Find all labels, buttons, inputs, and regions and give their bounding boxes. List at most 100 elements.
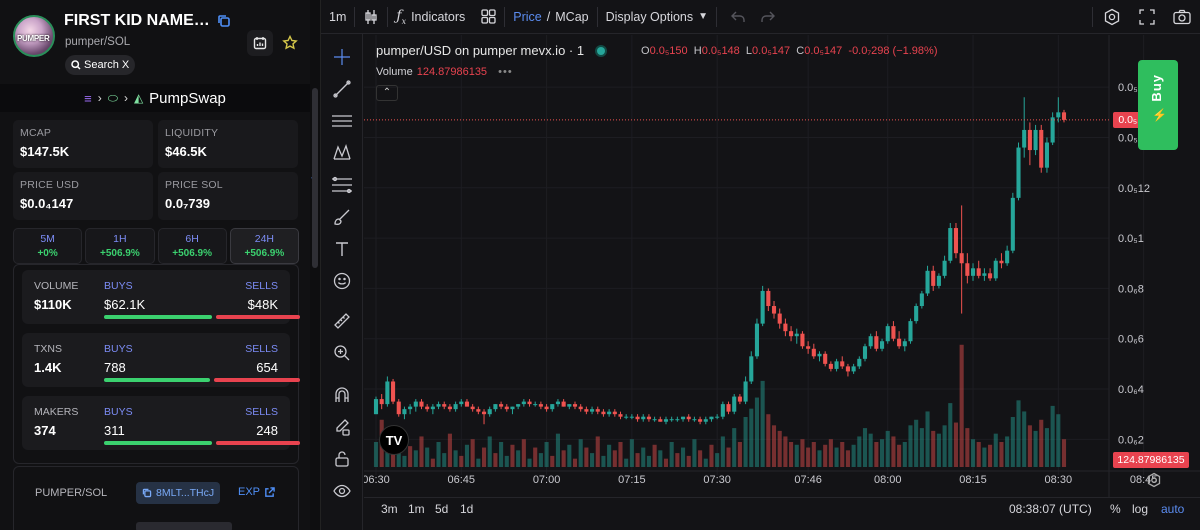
sell-ratio-bar bbox=[216, 441, 300, 445]
volume-bar bbox=[561, 450, 566, 467]
pattern-tool[interactable] bbox=[331, 142, 353, 164]
axis-settings-icon[interactable] bbox=[1146, 472, 1162, 488]
percent-toggle[interactable]: % bbox=[1110, 502, 1121, 516]
more-icon[interactable]: ••• bbox=[498, 66, 513, 78]
crosshair-icon bbox=[334, 49, 350, 65]
draw-lock-tool[interactable] bbox=[331, 416, 353, 438]
settings-button[interactable] bbox=[1093, 0, 1131, 34]
pair-address-button[interactable]: 8MLT...THcJ bbox=[136, 482, 221, 504]
lock-tool[interactable] bbox=[331, 448, 353, 470]
trendline-icon bbox=[333, 80, 351, 98]
range-3m[interactable]: 3m bbox=[381, 502, 398, 516]
volume-bar bbox=[595, 436, 600, 467]
redo-button[interactable] bbox=[753, 0, 783, 34]
tab-1h[interactable]: 1H +506.9% bbox=[85, 228, 155, 264]
range-1m[interactable]: 1m bbox=[408, 502, 425, 516]
log-toggle[interactable]: log bbox=[1132, 502, 1149, 516]
calendar-chart-icon bbox=[253, 37, 267, 50]
undo-button[interactable] bbox=[717, 0, 753, 34]
price-mcap-toggle[interactable]: Price / MCap bbox=[513, 9, 589, 24]
caret-down-icon: ▼ bbox=[698, 11, 709, 22]
text-tool[interactable] bbox=[331, 238, 353, 260]
price-chart[interactable]: 06:30 06:45 07:00 07:15 07:30 07:46 08:00 08:15… bbox=[364, 35, 1200, 530]
candle-body bbox=[527, 401, 532, 405]
y-tick-label: 0.0₅1 bbox=[1118, 233, 1144, 245]
volume-bar bbox=[1027, 425, 1032, 467]
volume-bar bbox=[902, 442, 907, 467]
favorite-button[interactable] bbox=[277, 30, 303, 56]
auto-toggle[interactable]: auto bbox=[1161, 502, 1185, 516]
magnet-tool[interactable] bbox=[331, 384, 353, 406]
volume-bar bbox=[453, 450, 458, 467]
sidebar-scrollbar[interactable] bbox=[312, 88, 318, 268]
sell-ratio-bar bbox=[214, 378, 300, 382]
volume-bar bbox=[857, 436, 862, 467]
candle-body bbox=[692, 419, 697, 421]
brush-tool[interactable] bbox=[331, 206, 353, 228]
candle-body bbox=[817, 353, 822, 357]
tab-24h[interactable]: 24H +506.9% bbox=[229, 228, 299, 264]
mcap-value: $147.5K bbox=[20, 144, 70, 159]
ruler-tool[interactable] bbox=[331, 310, 353, 332]
price-sol-value: 0.0₇739 bbox=[165, 196, 210, 211]
interval-button[interactable]: 1m bbox=[329, 9, 347, 24]
screenshot-button[interactable] bbox=[1163, 0, 1200, 34]
smiley-icon bbox=[333, 272, 351, 290]
candle-body bbox=[396, 401, 401, 415]
volume-bar bbox=[760, 380, 765, 467]
range-5d[interactable]: 5d bbox=[435, 502, 449, 516]
candle-type-button[interactable] bbox=[355, 0, 387, 34]
candle-body bbox=[806, 346, 811, 349]
x-tick-label: 08:00 bbox=[874, 474, 902, 486]
fib-tool[interactable] bbox=[331, 174, 353, 196]
candle-body bbox=[607, 411, 612, 415]
fullscreen-button[interactable] bbox=[1131, 0, 1163, 34]
copy-icon[interactable] bbox=[217, 14, 231, 28]
candle-body bbox=[629, 416, 634, 418]
volume-bar bbox=[823, 444, 828, 467]
trendline-tool[interactable] bbox=[331, 78, 353, 100]
volume-bar bbox=[698, 450, 703, 467]
zoom-tool[interactable] bbox=[331, 342, 353, 364]
volume-bar bbox=[436, 442, 441, 467]
chart-panel: 1m ƒx Indicators Price / MCap Display Op… bbox=[320, 0, 1200, 530]
emoji-tool[interactable] bbox=[331, 270, 353, 292]
live-dot-icon bbox=[597, 46, 606, 55]
tab-6h[interactable]: 6H +506.9% bbox=[157, 228, 227, 264]
tab-5m[interactable]: 5M +0% bbox=[13, 228, 83, 264]
sells-label: SELLS bbox=[245, 406, 278, 418]
search-x-button[interactable]: Search X bbox=[65, 55, 136, 75]
candle-body bbox=[646, 416, 651, 420]
candle-body bbox=[555, 401, 560, 405]
volume-bar bbox=[391, 453, 396, 467]
legend-collapse-button[interactable]: ⌃ bbox=[376, 85, 398, 101]
hline-tool[interactable] bbox=[331, 110, 353, 132]
chart-toggle-button[interactable] bbox=[247, 30, 273, 56]
volume-bar bbox=[874, 442, 879, 467]
chart-canvas[interactable]: 06:30 06:45 07:00 07:15 07:30 07:46 08:00 08:15… bbox=[364, 35, 1200, 530]
crosshair-tool[interactable] bbox=[331, 46, 353, 68]
volume-bar bbox=[413, 450, 418, 467]
candle-body bbox=[959, 253, 964, 264]
candle-body bbox=[880, 341, 885, 349]
indicators-button[interactable]: ƒx Indicators bbox=[396, 7, 466, 26]
utc-clock[interactable]: 08:38:07 (UTC) bbox=[1009, 502, 1092, 516]
price-option[interactable]: Price bbox=[513, 9, 542, 24]
layouts-button[interactable] bbox=[473, 0, 504, 34]
volume-bar bbox=[402, 455, 407, 467]
volume-bar bbox=[953, 422, 959, 467]
candle-body bbox=[908, 321, 913, 342]
display-options-dropdown[interactable]: Display Options ▼ bbox=[605, 9, 709, 24]
visibility-tool[interactable] bbox=[331, 480, 353, 502]
metric-txns: TXNS 1.4K BUYS 788 SELLS 654 bbox=[22, 333, 300, 387]
volume-bar bbox=[430, 458, 435, 467]
explorer-link[interactable]: EXP bbox=[238, 486, 275, 498]
buy-button[interactable]: Buy ⚡ bbox=[1138, 60, 1178, 150]
mcap-option[interactable]: MCap bbox=[555, 9, 589, 24]
fullscreen-icon bbox=[1139, 8, 1155, 25]
volume-bar bbox=[1039, 419, 1044, 467]
metric-label: TXNS bbox=[34, 343, 63, 355]
tradingview-logo[interactable]: TV bbox=[379, 425, 409, 455]
range-1d[interactable]: 1d bbox=[460, 502, 474, 516]
volume-bar bbox=[481, 447, 487, 467]
